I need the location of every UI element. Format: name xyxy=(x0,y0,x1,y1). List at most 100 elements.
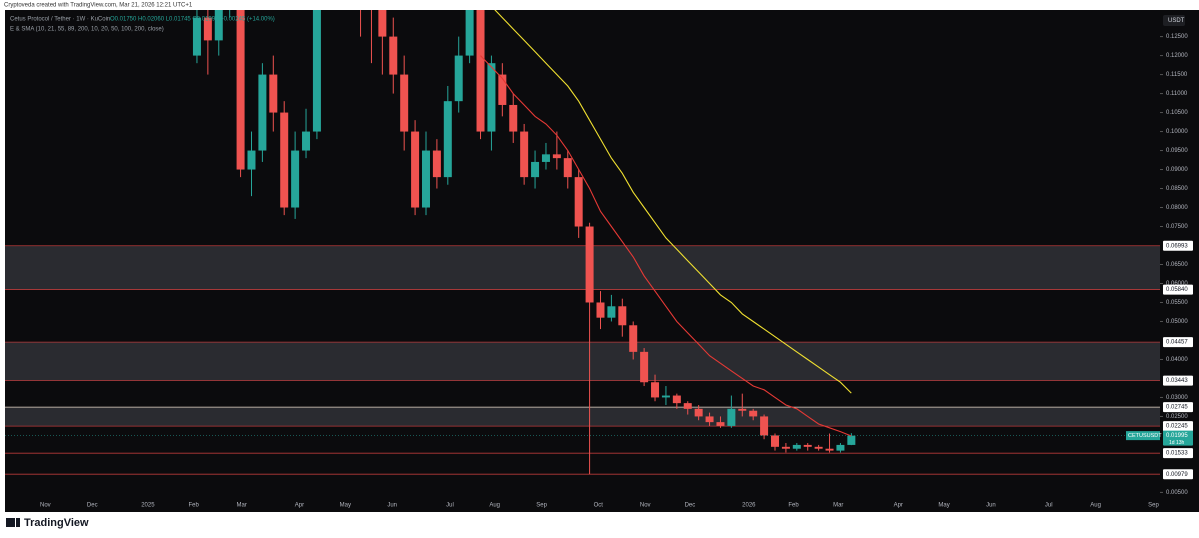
candle-body xyxy=(203,17,212,41)
zone xyxy=(5,342,1160,381)
candle-body xyxy=(552,154,561,159)
level-label: 0.06993 xyxy=(1166,243,1188,249)
candle-body xyxy=(640,351,649,383)
y-tick-label: 0.08000 xyxy=(1166,205,1188,211)
credit: Cryptoveda created with TradingView.com,… xyxy=(4,3,193,9)
candle-body xyxy=(803,444,812,447)
candle-body xyxy=(389,36,398,75)
level-label-box xyxy=(1163,402,1193,413)
candle-body xyxy=(596,302,605,318)
x-tick-label: Jul xyxy=(446,503,454,509)
y-tick-label: 0.06500 xyxy=(1166,262,1188,268)
level-label-box xyxy=(1163,284,1193,295)
candle-body xyxy=(749,410,758,417)
candle-body xyxy=(705,416,714,423)
x-tick-label: Feb xyxy=(189,503,200,509)
zone xyxy=(5,245,1160,290)
candle-body xyxy=(531,161,540,178)
y-tick-label: 0.09000 xyxy=(1166,167,1188,173)
x-tick-label: Mar xyxy=(236,503,246,509)
level-label: 0.03443 xyxy=(1166,378,1188,384)
x-tick-label: May xyxy=(938,503,949,509)
x-tick-label: Oct xyxy=(594,503,604,509)
candle-body xyxy=(618,306,627,326)
symbol-title: Cetus Protocol / Tether · 1W · KuCoin xyxy=(10,17,110,23)
x-tick-label: Nov xyxy=(40,503,51,509)
y-tick-label: 0.05000 xyxy=(1166,319,1188,325)
symbol-tag xyxy=(1126,431,1160,441)
currency-box xyxy=(1163,15,1185,26)
y-tick-label: 0.08500 xyxy=(1166,186,1188,192)
y-tick-label: 0.10000 xyxy=(1166,129,1188,135)
y-tick-label: 0.03000 xyxy=(1166,395,1188,401)
indicator-legend: E & SMA (10, 21, 55, 89, 200, 10, 20, 50… xyxy=(10,27,164,33)
ohlc-legend: O0.01750 H0.02060 L0.01745 C0.01995 +0.0… xyxy=(110,17,275,23)
level-label-box xyxy=(1163,375,1193,386)
y-tick-label: 0.07500 xyxy=(1166,224,1188,230)
y-tick-label: 0.00500 xyxy=(1166,490,1188,496)
candle-body xyxy=(411,131,420,208)
candle-body xyxy=(683,403,692,409)
level-label-box xyxy=(1163,240,1193,251)
candle-body xyxy=(421,150,430,208)
y-tick-label: 0.11000 xyxy=(1166,91,1188,97)
y-tick-label: 0.11500 xyxy=(1166,72,1188,78)
symbol-tag-label: CETUSUSDT xyxy=(1128,433,1162,439)
x-tick-label: Mar xyxy=(833,503,843,509)
candle-body xyxy=(520,131,529,178)
axes: 0.12500 0.12000 0.11500 0.11000 0.10500 0.100… xyxy=(40,34,1193,509)
candle-body xyxy=(476,10,485,132)
x-tick-label: Sep xyxy=(1148,503,1159,509)
currency: USDT xyxy=(1168,18,1185,24)
level-label: 0.04457 xyxy=(1166,340,1188,346)
x-tick-label: Aug xyxy=(489,503,500,509)
x-tick-label: Jul xyxy=(1045,503,1053,509)
candle-body xyxy=(629,325,638,352)
x-tick-label: Feb xyxy=(788,503,799,509)
y-tick-label: 0.12000 xyxy=(1166,53,1188,59)
x-tick-label: Nov xyxy=(640,503,651,509)
candle-body xyxy=(771,435,779,447)
x-tick-label: Jun xyxy=(387,503,397,509)
time-axis-background xyxy=(5,500,1199,512)
level-label-box xyxy=(1163,448,1193,459)
countdown: 1d 13h xyxy=(1169,440,1185,446)
candle-body xyxy=(716,422,725,426)
x-tick-label: Apr xyxy=(295,503,304,509)
price-axis-background xyxy=(1160,10,1199,500)
y-tick-label: 0.04000 xyxy=(1166,357,1188,363)
candle-body xyxy=(443,101,452,178)
level-label: 0.00979 xyxy=(1166,472,1188,478)
y-tick-label: 0.05500 xyxy=(1166,300,1188,306)
candle-body xyxy=(738,408,747,411)
candle-body xyxy=(661,395,670,398)
candle-body xyxy=(574,177,583,227)
candle-body xyxy=(607,306,616,318)
level-label-box xyxy=(1163,421,1193,432)
candle-body xyxy=(585,226,594,303)
candle-body xyxy=(258,74,267,151)
x-tick-label: Dec xyxy=(87,503,98,509)
candle-body xyxy=(302,131,311,151)
level-label: 0.02745 xyxy=(1166,405,1188,411)
candle-body xyxy=(498,74,507,105)
y-tick-label: 0.09500 xyxy=(1166,148,1188,154)
candle-body xyxy=(432,150,441,178)
candle-body xyxy=(672,395,681,404)
candle-body xyxy=(836,444,845,451)
candle-body xyxy=(312,10,321,132)
candle-body xyxy=(814,446,823,449)
candle-body xyxy=(727,408,736,426)
candle-body xyxy=(454,55,463,102)
level-label-box xyxy=(1163,337,1193,348)
candle-body xyxy=(465,10,474,56)
candle-body xyxy=(192,17,201,56)
candle-body xyxy=(269,74,278,113)
x-tick-label: Aug xyxy=(1090,503,1101,509)
x-tick-label: Dec xyxy=(685,503,696,509)
candle-body xyxy=(781,446,790,449)
x-tick-label: Sep xyxy=(536,503,547,509)
candle-body xyxy=(214,10,223,41)
